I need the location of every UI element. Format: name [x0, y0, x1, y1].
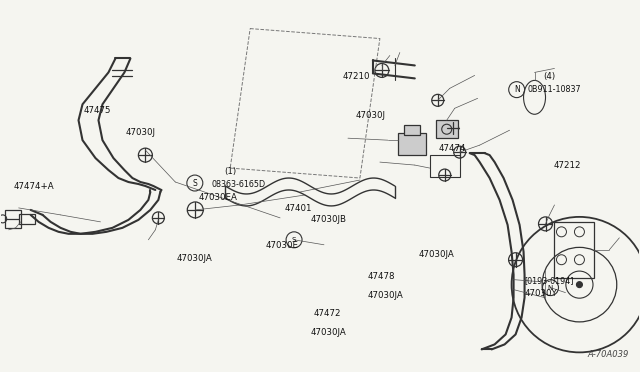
FancyBboxPatch shape: [436, 120, 458, 138]
Text: (4): (4): [543, 72, 556, 81]
Text: 47030JB: 47030JB: [310, 215, 346, 224]
Text: 47030JA: 47030JA: [176, 254, 212, 263]
Circle shape: [577, 282, 582, 288]
Text: N: N: [548, 285, 553, 291]
Text: 47212: 47212: [553, 161, 580, 170]
FancyBboxPatch shape: [404, 125, 420, 135]
Text: N: N: [514, 85, 520, 94]
Text: A-70A039: A-70A039: [588, 350, 629, 359]
Text: 47474+A: 47474+A: [13, 182, 54, 190]
Text: 47030J: 47030J: [355, 111, 385, 120]
Text: S: S: [193, 179, 197, 187]
Bar: [19, 214, 35, 224]
Text: 47475: 47475: [84, 106, 111, 115]
Text: 0B911-10837: 0B911-10837: [527, 85, 581, 94]
Text: 47030E: 47030E: [266, 241, 299, 250]
Text: 47030JA: 47030JA: [419, 250, 455, 259]
Text: 47030EA: 47030EA: [198, 193, 237, 202]
Text: (1): (1): [224, 167, 236, 176]
Text: 47030Y: 47030Y: [524, 289, 557, 298]
Text: 47478: 47478: [368, 272, 396, 281]
Text: 47030JA: 47030JA: [368, 291, 404, 300]
Text: 47030JA: 47030JA: [310, 328, 346, 337]
Text: 47030J: 47030J: [125, 128, 156, 137]
Text: 47210: 47210: [342, 72, 370, 81]
FancyBboxPatch shape: [398, 133, 426, 155]
Text: 47472: 47472: [314, 310, 341, 318]
Text: 47474: 47474: [438, 144, 466, 153]
Text: S: S: [292, 237, 296, 243]
Text: [0193-0194]: [0193-0194]: [524, 276, 574, 285]
Text: 08363-6165D: 08363-6165D: [211, 180, 266, 189]
Text: 47401: 47401: [285, 204, 312, 213]
Bar: [4, 210, 20, 228]
